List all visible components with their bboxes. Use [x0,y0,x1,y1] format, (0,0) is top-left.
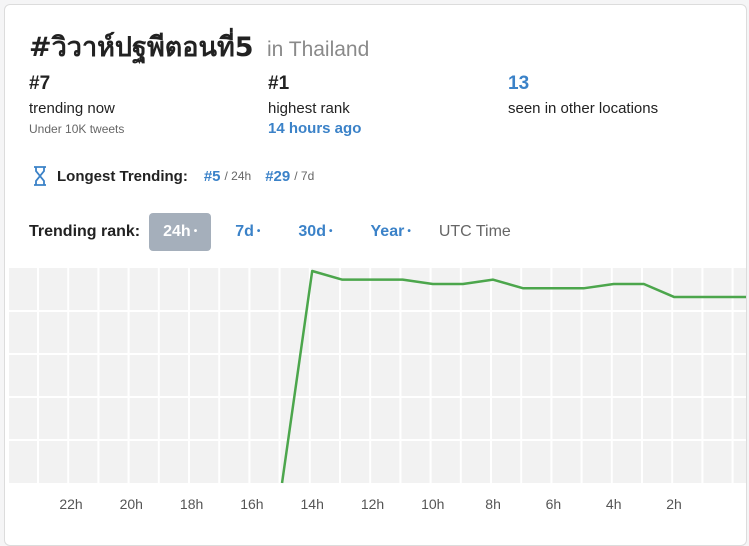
x-tick-label: 22h [59,496,82,512]
x-tick-label: 16h [240,496,263,512]
highest-rank-time-link[interactable]: 14 hours ago [268,120,362,137]
x-tick-label: 20h [120,496,143,512]
trending-rank-label: Trending rank: [29,223,141,240]
tab-30d[interactable]: 30d • [298,223,333,241]
rank-series-line [280,269,746,484]
chart-series [280,269,746,484]
trending-rank-tabs: Trending rank: 24h • 7d • 30d • Year • UTC T… [29,213,511,251]
longest-24h-rank-link[interactable]: #5 [203,167,221,185]
highest-rank-label: highest rank [268,100,350,117]
x-tick-label: 14h [301,496,324,512]
trend-card: #วิวาห์ปฐพีตอนที่5 in Thailand #7 trendi… [4,4,747,546]
tab-year[interactable]: Year • [370,223,411,241]
longest-7d-period: / 7d [294,169,315,183]
x-tick-label: 6h [546,496,562,512]
tweet-volume: Under 10K tweets [29,122,125,136]
highest-rank: #1 [268,73,290,94]
x-tick-label: 10h [421,496,444,512]
x-tick-label: 4h [606,496,622,512]
x-tick-label: 2h [666,496,682,512]
longest-trending-label: Longest Trending: [57,167,188,185]
current-rank-label: trending now [29,100,115,117]
utc-time-toggle[interactable]: UTC Time [438,223,511,240]
longest-7d-rank-link[interactable]: #29 [265,167,291,185]
x-tick-label: 18h [180,496,203,512]
stat-highest-rank: #1 highest rank 14 hours ago [268,73,361,137]
chart-x-ticks: 22h 20h 18h 16h 14h 12h 10h 8h 6h 4h 2h [59,496,681,512]
longest-24h-period: / 24h [224,169,252,183]
hashtag-title: #วิวาห์ปฐพีตอนที่5 [29,32,254,63]
location-label: in Thailand [266,38,370,61]
x-tick-label: 12h [361,496,384,512]
chart-background [9,268,746,483]
stat-other-locations: 13 seen in other locations [508,73,658,118]
trending-rank-chart: 22h 20h 18h 16h 14h 12h 10h 8h 6h 4h 2h [9,268,746,512]
x-tick-label: 8h [485,496,501,512]
hourglass-icon [34,166,46,186]
other-locations-count-link[interactable]: 13 [508,73,530,94]
tab-7d[interactable]: 7d • [235,223,261,241]
chart-grid [9,268,746,483]
stat-trending-now: #7 trending now Under 10K tweets [29,73,124,136]
other-locations-label: seen in other locations [508,100,659,117]
current-rank: #7 [29,73,51,94]
tab-24h[interactable]: 24h • [149,213,212,251]
longest-trending: Longest Trending: #5 / 24h #29 / 7d [33,166,328,186]
page-title: #วิวาห์ปฐพีตอนที่5 in Thailand [29,25,369,68]
